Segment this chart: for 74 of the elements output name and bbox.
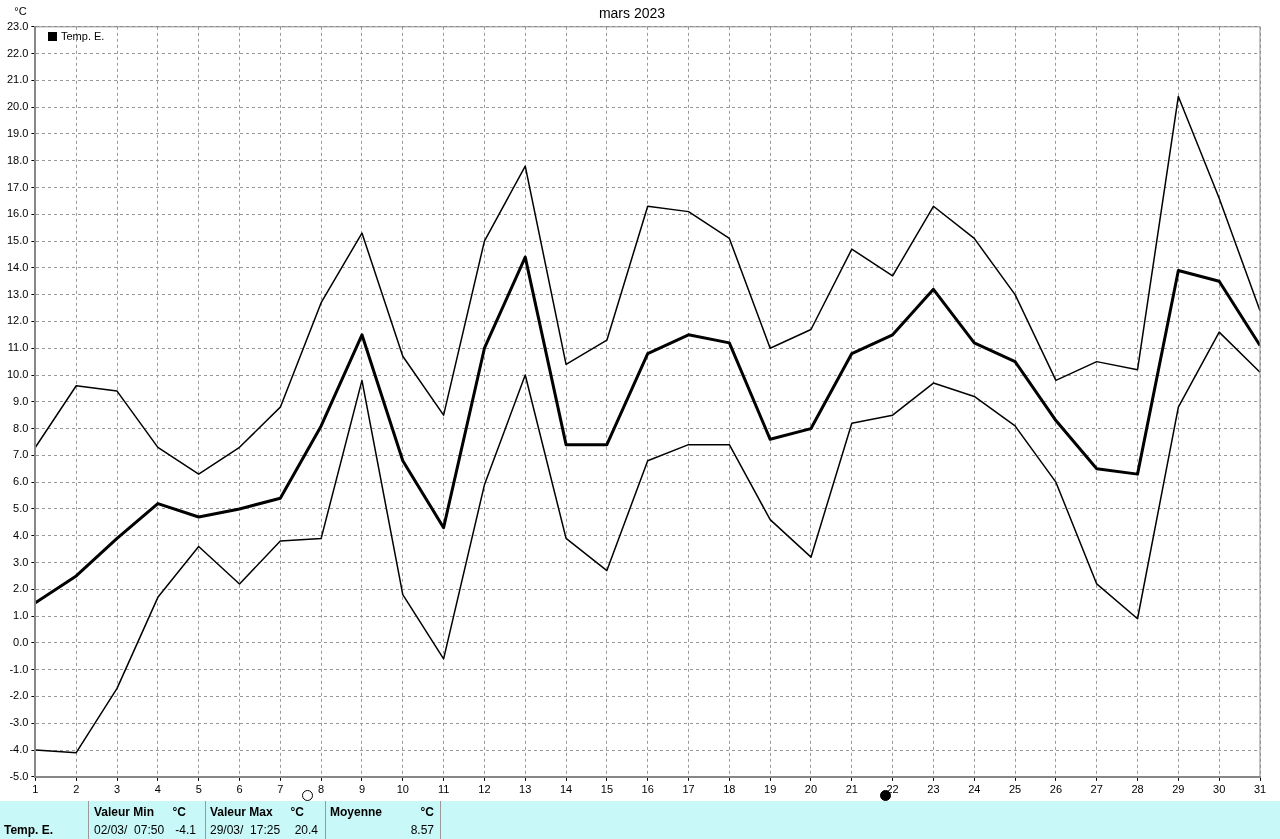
y-tick-label: 19.0: [6, 126, 29, 139]
text: 29/03/ 17:25: [210, 823, 281, 837]
x-tick-label: 13: [519, 783, 532, 796]
x-tick-label: 28: [1131, 783, 1144, 796]
legend-label: Temp. E.: [61, 30, 105, 42]
y-tick-label: 12.0: [6, 314, 29, 327]
text: °C: [290, 805, 304, 819]
y-tick-label: 22.0: [6, 46, 29, 59]
y-tick-label: 7.0: [13, 448, 29, 461]
text: 20.4: [294, 823, 318, 837]
y-tick-label: 10.0: [6, 368, 29, 381]
chart-title: mars 2023: [598, 5, 666, 22]
y-tick-label: 11.0: [7, 341, 29, 354]
y-tick-label: -3.0: [9, 716, 29, 729]
y-tick-label: 23.0: [6, 19, 29, 32]
text: -4.1: [175, 823, 196, 837]
y-tick-label: 21.0: [6, 73, 29, 86]
x-tick-label: 29: [1172, 783, 1185, 796]
y-tick-label: 0.0: [13, 635, 29, 648]
x-tick-label: 3: [113, 783, 121, 796]
x-tick-label: 16: [641, 783, 654, 796]
x-tick-label: 4: [154, 783, 161, 796]
y-tick-label: 20.0: [6, 100, 29, 113]
text: 8.57: [410, 823, 434, 837]
x-tick-label: 31: [1253, 783, 1267, 796]
x-tick-label: 12: [478, 783, 491, 796]
y-tick-label: 9.0: [13, 394, 29, 407]
x-tick-label: 15: [600, 783, 614, 796]
y-tick-label: -5.0: [9, 769, 29, 782]
y-tick-label: 5.0: [13, 501, 29, 514]
x-tick-label: 7: [277, 783, 284, 796]
y-tick-label: 6.0: [13, 475, 29, 488]
x-tick-label: 27: [1090, 783, 1103, 796]
y-tick-label: 17.0: [6, 180, 29, 193]
x-tick-label: 23: [927, 783, 940, 796]
x-tick-label: 11: [437, 783, 450, 796]
x-tick-label: 1: [32, 783, 39, 796]
text: Temp. E.: [4, 823, 54, 837]
y-tick-label: 13.0: [6, 287, 29, 300]
y-axis-title: °C: [14, 4, 27, 17]
y-tick-label: 15.0: [6, 234, 29, 247]
y-tick-label: 14.0: [6, 260, 29, 273]
y-tick-label: -1.0: [9, 662, 29, 675]
text: Moyenne: [330, 805, 383, 819]
x-tick-label: 18: [723, 783, 736, 796]
x-tick-label: 24: [968, 783, 981, 796]
x-tick-label: 30: [1213, 783, 1226, 796]
y-tick-label: 1.0: [13, 609, 29, 622]
text: Valeur Min: [94, 805, 155, 819]
x-tick-label: 8: [318, 783, 325, 796]
x-tick-label: 6: [236, 783, 243, 796]
x-tick-label: 14: [559, 783, 573, 796]
y-tick-label: 4.0: [13, 528, 29, 541]
x-tick-label: 17: [682, 783, 695, 796]
text: Valeur Max: [210, 805, 273, 819]
x-tick-label: 10: [396, 783, 409, 796]
text: °C: [420, 805, 434, 819]
text: °C: [172, 805, 186, 819]
x-tick-label: 26: [1049, 783, 1063, 796]
x-tick-label: 25: [1008, 783, 1022, 796]
x-tick-label: 5: [195, 783, 202, 796]
x-tick-label: 21: [845, 783, 858, 796]
text: 02/03/ 07:50: [94, 823, 165, 837]
y-tick-label: 3.0: [13, 555, 29, 568]
y-tick-label: 16.0: [6, 207, 29, 220]
x-tick-label: 20: [804, 783, 818, 796]
y-tick-label: -2.0: [9, 689, 29, 702]
y-tick-label: 18.0: [6, 153, 29, 166]
y-tick-label: 2.0: [13, 582, 29, 595]
x-tick-label: 2: [73, 783, 80, 796]
x-tick-label: 9: [358, 783, 366, 796]
y-tick-label: 8.0: [13, 421, 29, 434]
x-tick-label: 19: [764, 783, 777, 796]
y-tick-label: -4.0: [9, 743, 29, 756]
